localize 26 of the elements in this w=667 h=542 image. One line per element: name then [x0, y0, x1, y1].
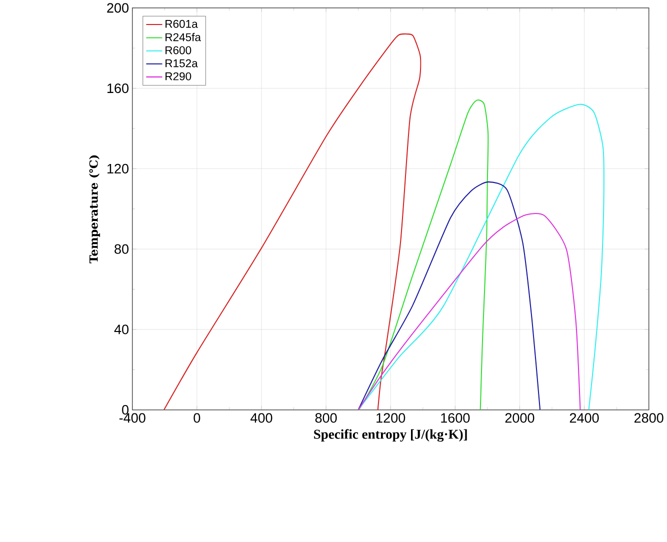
x-tick-label: 0	[194, 412, 200, 422]
y-tick-label: 40	[114, 324, 129, 334]
line-series	[358, 99, 489, 410]
x-tick-label: 1600	[441, 412, 470, 422]
legend-label: R152a	[166, 59, 198, 68]
x-tick-label: 2400	[570, 412, 599, 422]
line-series	[163, 33, 422, 410]
x-tick-label: -400	[119, 412, 146, 422]
line-series	[358, 104, 604, 410]
legend-label: R600	[166, 46, 192, 54]
y-tick-label: 120	[108, 164, 129, 174]
y-axis-title: Temperature (℃)	[89, 155, 100, 264]
legend-label: R290	[166, 72, 192, 80]
y-tick-label: 80	[114, 244, 129, 254]
x-axis-title: Specific entropy [J/(kg·K)]	[314, 428, 467, 442]
line-series	[358, 181, 541, 410]
y-tick-label: 0	[122, 404, 129, 414]
y-tick-label: 160	[108, 83, 129, 93]
x-tick-label: 1200	[376, 412, 406, 422]
x-tick-label: 2000	[505, 412, 534, 422]
legend-label: R601a	[166, 20, 198, 28]
legend-label: R245fa	[166, 32, 201, 41]
y-tick-label: 200	[107, 2, 129, 12]
x-tick-label: 800	[315, 412, 337, 422]
x-tick-label: 2800	[634, 412, 664, 422]
x-tick-label: 400	[250, 412, 272, 422]
